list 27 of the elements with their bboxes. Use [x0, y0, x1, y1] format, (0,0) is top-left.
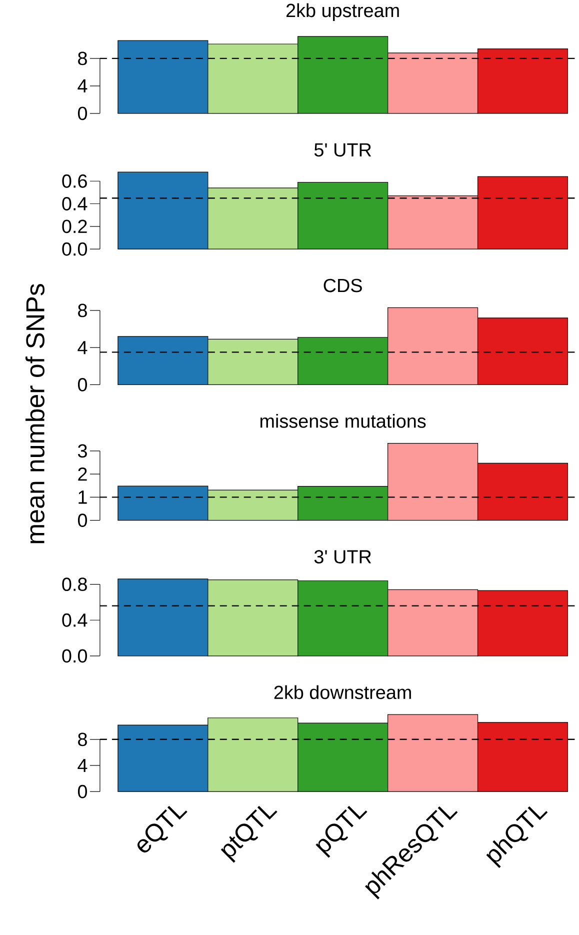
y-tick-label: 8 — [78, 304, 88, 318]
chart-title: missense mutations — [260, 414, 426, 428]
y-tick-label: 0 — [78, 514, 88, 527]
chart-title: 2kb downstream — [274, 685, 412, 700]
y-tick-label: 8 — [78, 732, 88, 746]
y-tick-label: 0.0 — [62, 242, 88, 256]
y-tick-label: 8 — [78, 52, 88, 66]
y-tick-label: 4 — [78, 79, 88, 92]
y-axis-title: mean number of SNPs — [26, 284, 45, 544]
y-tick-label: 0.4 — [62, 613, 88, 627]
y-tick-label: 0.8 — [62, 578, 88, 592]
y-tick-label: 0 — [78, 784, 88, 798]
y-tick-label: 0.2 — [62, 220, 87, 234]
chart-title: 2kb upstream — [286, 3, 399, 21]
y-tick-label: 3 — [78, 444, 88, 458]
y-tick-label: 1 — [78, 490, 87, 504]
y-tick-label: 4 — [78, 341, 88, 354]
y-tick-label: 0.6 — [62, 174, 88, 188]
chart-title: 5' UTR — [314, 143, 372, 157]
chart-title: CDS — [324, 278, 362, 292]
y-tick-label: 2 — [78, 467, 87, 481]
y-tick-label: 0 — [78, 378, 88, 392]
y-tick-label: 0.0 — [62, 649, 88, 663]
y-tick-label: 0.4 — [62, 197, 88, 210]
y-tick-label: 0 — [78, 106, 88, 120]
chart-title: 3' UTR — [314, 550, 372, 564]
y-tick-label: 4 — [78, 758, 88, 772]
